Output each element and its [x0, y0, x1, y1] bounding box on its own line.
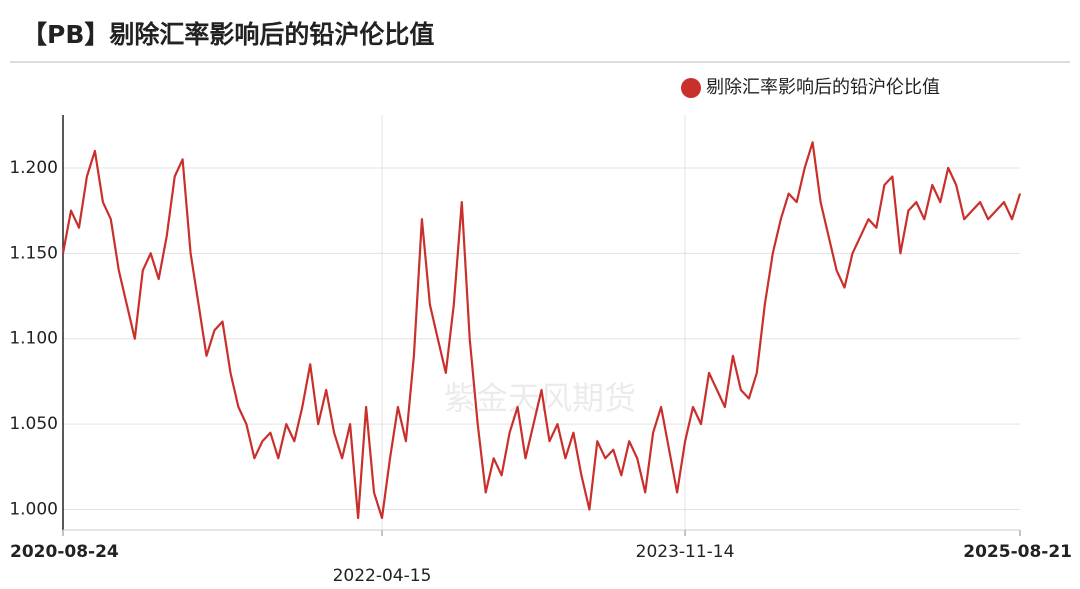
- x-tick-label: 2025-08-21: [963, 542, 1072, 562]
- y-tick-label: 1.050: [9, 414, 58, 434]
- chart-title: 【PB】剔除汇率影响后的铅沪伦比值: [22, 20, 434, 49]
- y-tick-label: 1.200: [9, 158, 58, 178]
- legend-swatch: [681, 78, 701, 98]
- y-tick-label: 1.000: [9, 500, 58, 520]
- y-tick-label: 1.150: [9, 243, 58, 263]
- x-tick-label: 2023-11-14: [636, 542, 735, 562]
- x-tick-label: 2020-08-24: [10, 542, 119, 562]
- y-tick-label: 1.100: [9, 329, 58, 349]
- series-line: [61, 141, 1022, 520]
- x-tick-label: 2022-04-15: [333, 566, 432, 586]
- legend-label: 剔除汇率影响后的铅沪伦比值: [706, 77, 940, 98]
